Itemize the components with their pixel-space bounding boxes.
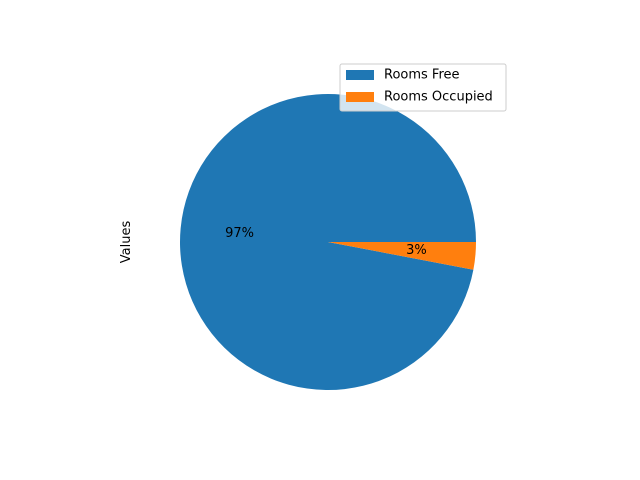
legend-label-rooms-occupied: Rooms Occupied — [384, 90, 493, 105]
legend-label-rooms-free: Rooms Free — [384, 68, 460, 83]
pct-label-rooms-free: 97% — [225, 226, 254, 241]
pct-label-rooms-occupied: 3% — [406, 243, 427, 258]
pie-slices — [179, 93, 477, 391]
legend-swatch-rooms-free — [346, 70, 374, 80]
legend: Rooms Free Rooms Occupied — [339, 63, 507, 112]
pie-slice-rooms-occupied — [328, 242, 476, 270]
y-axis-label: Values — [119, 221, 134, 264]
legend-frame — [339, 63, 507, 112]
legend-swatch-rooms-occupied — [346, 92, 374, 102]
percentage-labels: 97% 3% — [225, 226, 427, 258]
pie-slice-rooms-free — [179, 93, 477, 391]
